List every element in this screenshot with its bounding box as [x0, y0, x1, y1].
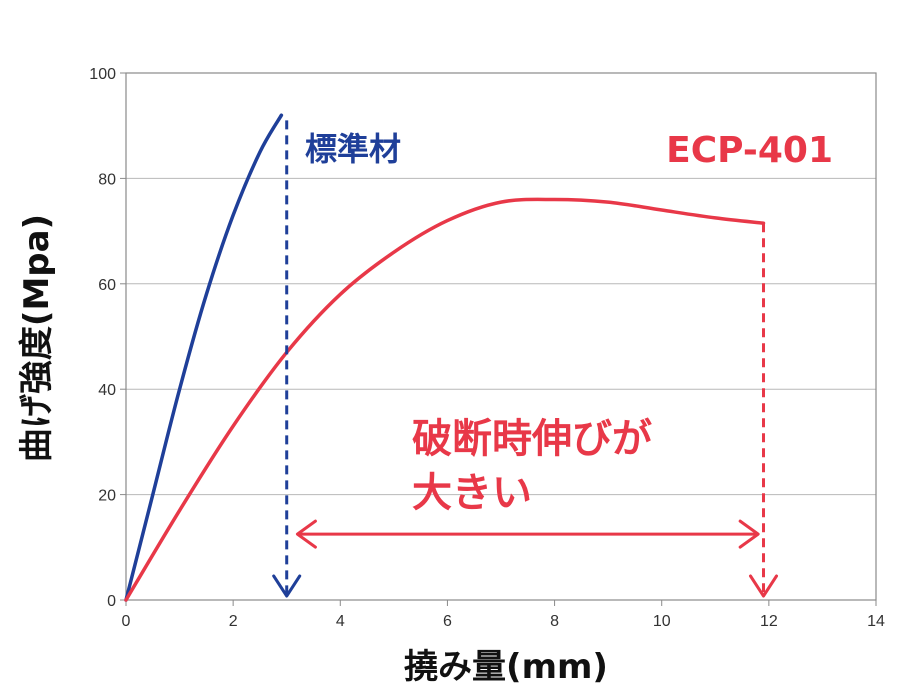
x-tick-label-6: 6 — [443, 613, 452, 630]
annotation-text-line2: 大きい — [412, 470, 532, 516]
series-line-ecp401 — [124, 197, 766, 602]
break-arrowhead-standard — [272, 574, 302, 598]
y-tick-label-100: 100 — [89, 66, 116, 83]
x-tick-label-8: 8 — [550, 613, 559, 630]
y-axis-title: 曲げ強度(Mpa) — [17, 214, 57, 462]
y-tick-label-40: 40 — [98, 382, 116, 399]
x-tick-label-0: 0 — [122, 613, 131, 630]
plot-frame — [125, 72, 877, 601]
series-label-standard: 標準材 — [305, 130, 401, 168]
annotations — [272, 120, 778, 598]
grid-lines — [126, 177, 876, 496]
elongation-arrowhead-right — [738, 519, 760, 549]
x-axis-title: 撓み量(mm) — [404, 647, 608, 687]
break-arrowhead-ecp401 — [749, 574, 778, 598]
x-tick-label-12: 12 — [760, 613, 778, 630]
y-tick-label-20: 20 — [98, 488, 116, 505]
tick-labels: 0 20 40 60 80 100 0 2 4 6 8 10 12 14 — [89, 66, 885, 630]
y-tick-label-60: 60 — [98, 277, 116, 294]
y-tick-label-0: 0 — [107, 593, 116, 610]
series-line-standard — [124, 113, 284, 602]
annotation-text-line1: 破断時伸びが — [412, 416, 652, 462]
elongation-arrowhead-left — [295, 519, 317, 549]
x-tick-label-10: 10 — [653, 613, 671, 630]
data-series — [124, 113, 766, 602]
axes — [120, 72, 877, 606]
y-tick-label-80: 80 — [98, 171, 116, 188]
x-tick-label-4: 4 — [336, 613, 345, 630]
series-label-ecp401: ECP-401 — [666, 130, 833, 171]
x-tick-label-14: 14 — [867, 613, 885, 630]
x-tick-label-2: 2 — [229, 613, 238, 630]
